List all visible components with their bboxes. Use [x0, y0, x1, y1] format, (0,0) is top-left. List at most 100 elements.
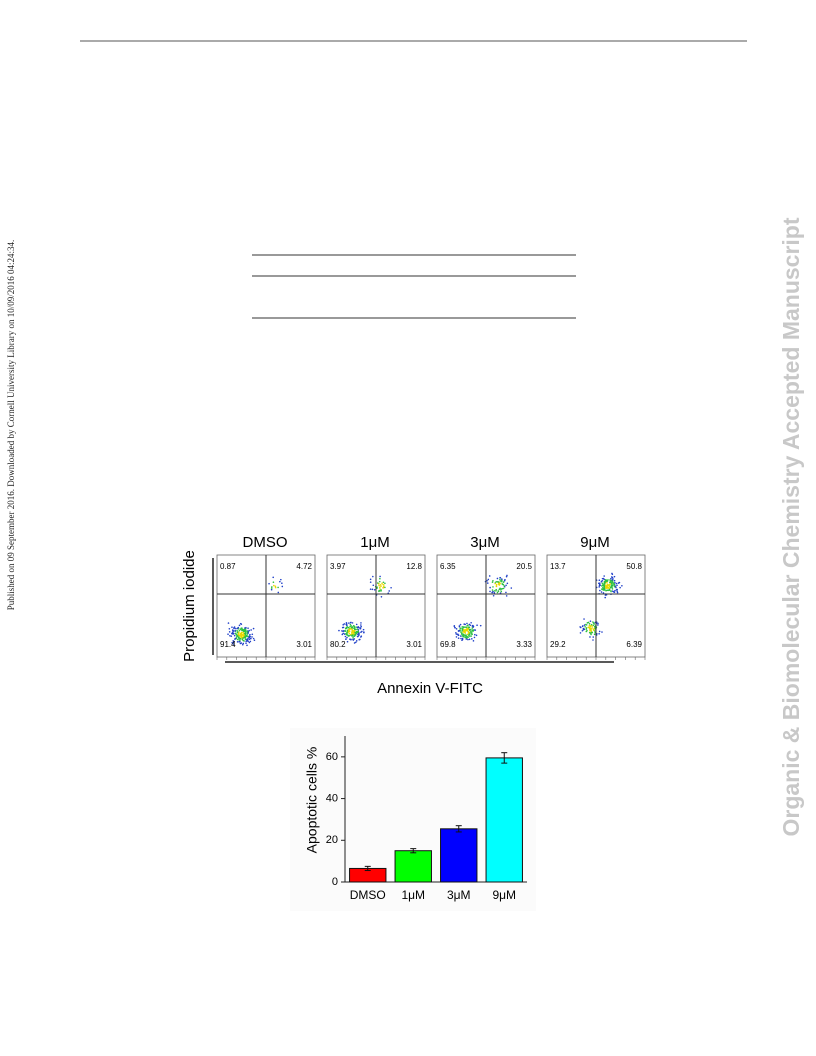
scatter-dot — [378, 586, 381, 589]
scatter-dot — [338, 629, 340, 632]
scatter-dot — [355, 640, 358, 642]
scatter-dot — [496, 591, 499, 594]
scatter-dot — [345, 638, 347, 641]
scatter-dot — [581, 625, 584, 628]
scatter-dot — [598, 584, 601, 587]
scatter-dot — [502, 583, 505, 586]
scatter-dot — [613, 585, 616, 588]
scatter-dot — [489, 586, 491, 589]
scatter-dot — [460, 631, 462, 633]
scatter-dot — [238, 629, 241, 632]
scatter-dot — [600, 591, 603, 593]
scatter-dot — [613, 575, 616, 578]
scatter-dot — [348, 622, 350, 624]
scatter-dot — [353, 642, 356, 644]
scatter-dot — [463, 626, 466, 628]
scatter-dot — [601, 587, 604, 589]
scatter-dot — [461, 637, 464, 640]
scatter-dot — [237, 637, 240, 639]
scatter-dot — [583, 618, 585, 620]
scatter-dot — [592, 636, 595, 638]
scatter-dot — [612, 581, 614, 584]
scatter-dot — [619, 586, 621, 589]
bar — [485, 757, 523, 883]
scatter-dot — [474, 629, 477, 631]
scatter-dot — [471, 627, 474, 629]
scatter-dot — [469, 628, 471, 631]
scatter-dot — [607, 589, 609, 592]
scatter-dot — [613, 579, 616, 582]
scatter-dot — [592, 622, 595, 624]
scatter-dot — [604, 581, 606, 584]
scatter-dot — [463, 628, 465, 631]
scatter-dot — [379, 575, 381, 578]
scatter-dot — [382, 587, 384, 589]
scatter-dot — [498, 588, 501, 591]
scatter-dot — [249, 635, 251, 638]
scatter-dot — [605, 579, 608, 582]
scatter-dot — [472, 630, 474, 632]
scatter-dot — [234, 629, 236, 632]
scatter-dot — [241, 643, 244, 646]
scatter-dot — [579, 626, 582, 629]
scatter-dot — [355, 632, 358, 634]
scatter-dot — [611, 590, 614, 592]
scatter-dot — [601, 588, 604, 591]
scatter-dot — [501, 587, 504, 590]
scatter-dot — [360, 622, 362, 624]
scatter-dot — [586, 622, 589, 624]
scatter-dot — [227, 633, 229, 635]
scatter-dot — [228, 628, 231, 630]
scatter-dot — [358, 634, 360, 637]
scatter-dot — [588, 626, 591, 629]
scatter-dot — [242, 635, 245, 638]
scatter-dot — [247, 637, 249, 640]
scatter-dot — [590, 630, 592, 632]
scatter-dot — [236, 635, 238, 637]
scatter-dot — [611, 572, 613, 575]
scatter-dot — [608, 587, 610, 590]
scatter-dot — [613, 584, 615, 586]
scatter-dot — [460, 637, 462, 640]
scatter-dot — [348, 632, 351, 635]
scatter-dot — [597, 622, 599, 625]
scatter-dot — [500, 590, 503, 593]
scatter-dot — [351, 629, 354, 632]
scatter-dot — [280, 578, 282, 581]
sidebar-note: Published on 09 September 2016. Download… — [6, 240, 16, 610]
scatter-dot — [277, 591, 280, 594]
scatter-dot — [378, 584, 380, 587]
scatter-dot — [355, 641, 357, 644]
scatter-dot — [231, 641, 233, 644]
scatter-dot — [469, 624, 472, 627]
scatter-dot — [466, 627, 469, 630]
scatter-dot — [346, 640, 349, 643]
scatter-dot — [499, 576, 501, 579]
quadrant-value: 3.97 — [330, 562, 346, 571]
scatter-dot — [238, 628, 240, 630]
scatter-dot — [236, 629, 238, 632]
scatter-dot — [237, 633, 240, 636]
quadrant-value: 3.01 — [296, 640, 312, 649]
scatter-dot — [495, 585, 498, 588]
scatter-dot — [455, 636, 458, 638]
quadrant-value: 6.39 — [626, 640, 642, 649]
scatter-dot — [464, 623, 466, 626]
scatter-dot — [239, 637, 242, 640]
scatter-dot — [247, 627, 249, 629]
scatter-dot — [601, 577, 604, 580]
scatter-dot — [598, 586, 600, 588]
scatter-dot — [351, 632, 353, 635]
scatter-dot — [467, 634, 470, 636]
scatter-dot — [231, 626, 233, 628]
scatter-dot — [590, 633, 592, 636]
scatter-dot — [379, 577, 381, 580]
scatter-dot — [274, 586, 277, 589]
scatter-dot — [390, 586, 392, 589]
scatter-dot — [454, 626, 456, 629]
scatter-dot — [460, 633, 463, 635]
scatter-dot — [460, 629, 462, 631]
scatter-dot — [457, 633, 459, 636]
scatter-dot — [227, 622, 230, 624]
